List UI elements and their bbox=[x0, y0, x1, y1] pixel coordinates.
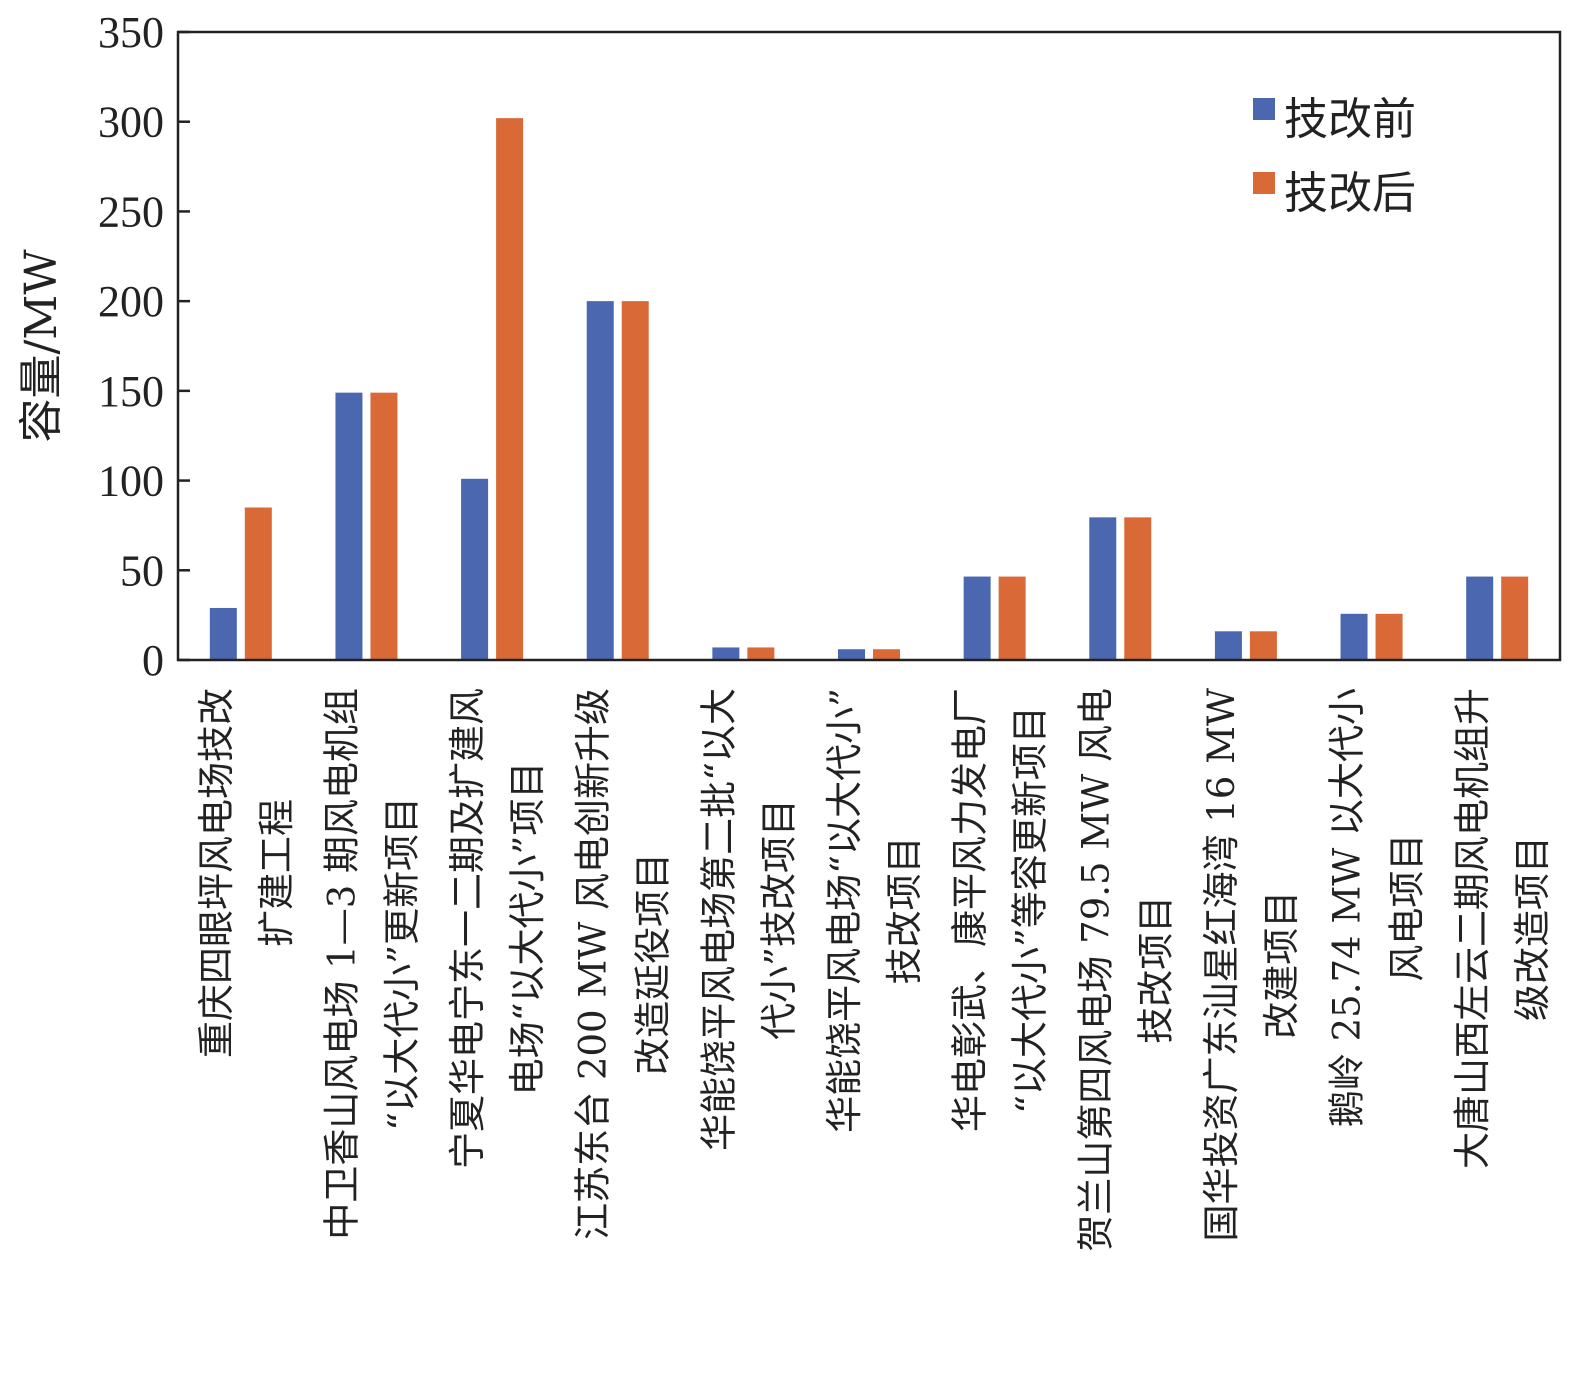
category-label: 重庆四眼坪风电场技改 扩建工程 bbox=[195, 688, 298, 1058]
bar-before bbox=[1089, 517, 1117, 660]
category-label: 贺兰山第四风电场 79.5 MW 风电 技改项目 bbox=[1074, 688, 1177, 1252]
bar-after bbox=[1375, 613, 1403, 660]
bar-before bbox=[838, 649, 865, 660]
bar-after bbox=[1124, 517, 1152, 660]
category-label-line: 贺兰山第四风电场 79.5 MW 风电 bbox=[1074, 688, 1117, 1252]
category-label-text: 鹅岭 25.74 MW 以大代小 风电项目 bbox=[1326, 688, 1429, 1127]
category-label: 华电彰武、康平风力发电厂 “以大代小”等容更新项目 bbox=[949, 688, 1052, 1132]
category-label-line: 代小”技改项目 bbox=[757, 799, 800, 1040]
bar-before bbox=[1466, 576, 1494, 660]
category-label-line: 级改造项目 bbox=[1511, 836, 1554, 1021]
category-label-text: 华能饶平风电场“以大代小” 技改项目 bbox=[823, 688, 926, 1133]
bar-after bbox=[998, 576, 1026, 660]
bars-layer bbox=[209, 118, 1529, 660]
category-label-line: 江苏东台 200 MW 风电创新升级 bbox=[572, 688, 615, 1240]
bar-after bbox=[370, 392, 398, 660]
bar-after bbox=[1501, 576, 1529, 660]
category-label-line: 技改项目 bbox=[1134, 896, 1177, 1044]
x-axis-category-labels: 重庆四眼坪风电场技改 扩建工程 中卫香山风电场 1—3 期风电机组 “以大代小”更新项… bbox=[195, 688, 1554, 1252]
y-tick-label: 200 bbox=[98, 277, 164, 326]
category-label-line: 重庆四眼坪风电场技改 bbox=[195, 688, 238, 1058]
plot-frame bbox=[176, 30, 1562, 662]
bar-after bbox=[873, 649, 900, 660]
category-label-line: 中卫香山风电场 1—3 期风电机组 bbox=[320, 688, 363, 1240]
category-label-text: 华能饶平风电场第二批“以大 代小”技改项目 bbox=[697, 688, 800, 1151]
category-label-line: 宁夏华电宁东一二期及扩建风 bbox=[446, 688, 489, 1169]
category-label-line: 风电项目 bbox=[1386, 834, 1429, 982]
category-label-line: 华能饶平风电场“以大代小” bbox=[823, 688, 866, 1133]
bar-after bbox=[747, 647, 775, 660]
bar-before bbox=[209, 607, 237, 660]
category-label: 鹅岭 25.74 MW 以大代小 风电项目 bbox=[1326, 688, 1429, 1127]
category-label: 华能饶平风电场“以大代小” 技改项目 bbox=[823, 688, 926, 1133]
bar-before bbox=[1214, 631, 1242, 660]
category-label-text: 中卫香山风电场 1—3 期风电机组 “以大代小”更新项目 bbox=[320, 688, 423, 1240]
category-label-text: 大唐山西左云二期风电机组升 级改造项目 bbox=[1451, 688, 1554, 1169]
bar-after bbox=[1249, 631, 1277, 660]
category-label-line: 电场“以大代小”项目 bbox=[506, 762, 549, 1096]
category-label-line: 扩建工程 bbox=[255, 799, 298, 947]
y-tick-label: 250 bbox=[98, 187, 164, 236]
category-label: 华能饶平风电场第二批“以大 代小”技改项目 bbox=[697, 688, 800, 1151]
legend-label: 技改后 bbox=[1284, 168, 1416, 219]
y-tick-label: 100 bbox=[98, 457, 164, 506]
category-label-text: 江苏东台 200 MW 风电创新升级 改造延役项目 bbox=[572, 688, 675, 1240]
category-label: 大唐山西左云二期风电机组升 级改造项目 bbox=[1451, 688, 1554, 1169]
bar-before bbox=[335, 392, 363, 660]
bar-before bbox=[1340, 613, 1368, 660]
category-label-text: 宁夏华电宁东一二期及扩建风 电场“以大代小”项目 bbox=[446, 688, 549, 1169]
category-label-line: “以大代小”等容更新项目 bbox=[1009, 706, 1052, 1114]
bar-before bbox=[712, 647, 740, 660]
category-label-text: 国华投资广东汕星红海湾 16 MW 改建项目 bbox=[1200, 688, 1303, 1242]
category-label: 宁夏华电宁东一二期及扩建风 电场“以大代小”项目 bbox=[446, 688, 549, 1169]
bar-after bbox=[496, 118, 524, 660]
bar-after bbox=[621, 301, 649, 660]
category-label-line: “以大代小”更新项目 bbox=[380, 797, 423, 1131]
category-label-line: 华能饶平风电场第二批“以大 bbox=[697, 688, 740, 1151]
category-label-text: 华电彰武、康平风力发电厂 “以大代小”等容更新项目 bbox=[949, 688, 1052, 1132]
category-label-line: 国华投资广东汕星红海湾 16 MW bbox=[1200, 688, 1243, 1242]
category-label-line: 华电彰武、康平风力发电厂 bbox=[949, 688, 992, 1132]
category-label-line: 改建项目 bbox=[1260, 891, 1303, 1039]
y-tick-label: 50 bbox=[120, 546, 164, 595]
bar-before bbox=[461, 478, 489, 660]
y-axis-title: 容量/MW bbox=[16, 249, 67, 443]
bar-after bbox=[244, 507, 272, 660]
category-label-line: 技改项目 bbox=[883, 836, 926, 984]
category-label: 国华投资广东汕星红海湾 16 MW 改建项目 bbox=[1200, 688, 1303, 1242]
y-axis: 0 50 100 150 200 250 300 350 bbox=[98, 8, 190, 685]
category-label-line: 大唐山西左云二期风电机组升 bbox=[1451, 688, 1494, 1169]
legend-swatch bbox=[1253, 172, 1275, 194]
bar-before bbox=[963, 576, 991, 660]
y-tick-label: 150 bbox=[98, 367, 164, 416]
legend-label: 技改前 bbox=[1284, 94, 1416, 145]
category-label-text: 重庆四眼坪风电场技改 扩建工程 bbox=[195, 688, 298, 1058]
category-label-line: 改造延役项目 bbox=[632, 853, 675, 1075]
category-label: 中卫香山风电场 1—3 期风电机组 “以大代小”更新项目 bbox=[320, 688, 423, 1240]
y-tick-label: 300 bbox=[98, 98, 164, 147]
category-label-text: 贺兰山第四风电场 79.5 MW 风电 技改项目 bbox=[1074, 688, 1177, 1252]
y-tick-label: 0 bbox=[142, 636, 164, 685]
category-label: 江苏东台 200 MW 风电创新升级 改造延役项目 bbox=[572, 688, 675, 1240]
bar-before bbox=[586, 301, 614, 660]
legend-swatch bbox=[1253, 98, 1275, 120]
category-label-line: 鹅岭 25.74 MW 以大代小 bbox=[1326, 688, 1369, 1127]
y-tick-label: 350 bbox=[98, 8, 164, 57]
